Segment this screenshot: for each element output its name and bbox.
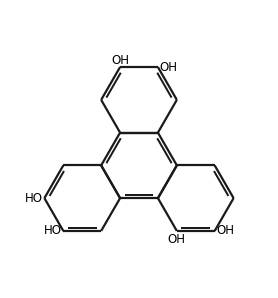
Text: HO: HO: [24, 192, 43, 205]
Text: OH: OH: [160, 60, 178, 74]
Text: OH: OH: [217, 224, 235, 238]
Text: HO: HO: [43, 224, 61, 238]
Text: OH: OH: [111, 54, 129, 67]
Text: OH: OH: [168, 233, 186, 246]
